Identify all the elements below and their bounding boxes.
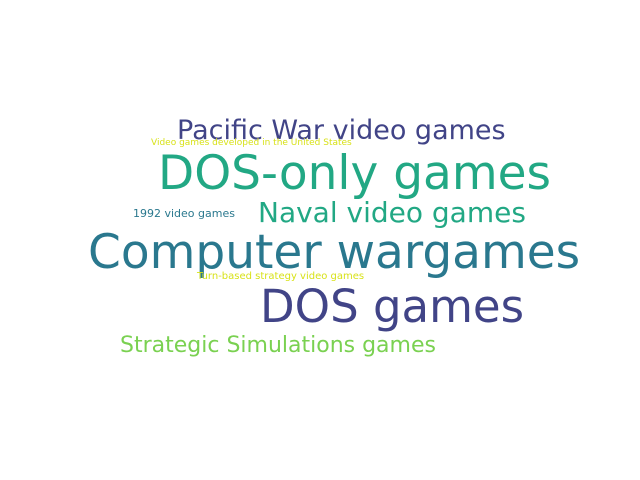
- word-pacific-war-video-games: Pacific War video games: [177, 115, 506, 146]
- word-turn-based-strategy-video-games: Turn-based strategy video games: [197, 271, 365, 282]
- word-dos-only-games: DOS-only games: [158, 146, 552, 201]
- word-naval-video-games: Naval video games: [258, 196, 526, 229]
- word-strategic-simulations-games: Strategic Simulations games: [120, 333, 436, 358]
- word-1992-video-games: 1992 video games: [133, 207, 235, 220]
- word-video-games-developed-in-the-united-states: Video games developed in the United Stat…: [151, 138, 352, 148]
- word-dos-games: DOS games: [260, 280, 525, 333]
- word-computer-wargames: Computer wargames: [88, 225, 581, 280]
